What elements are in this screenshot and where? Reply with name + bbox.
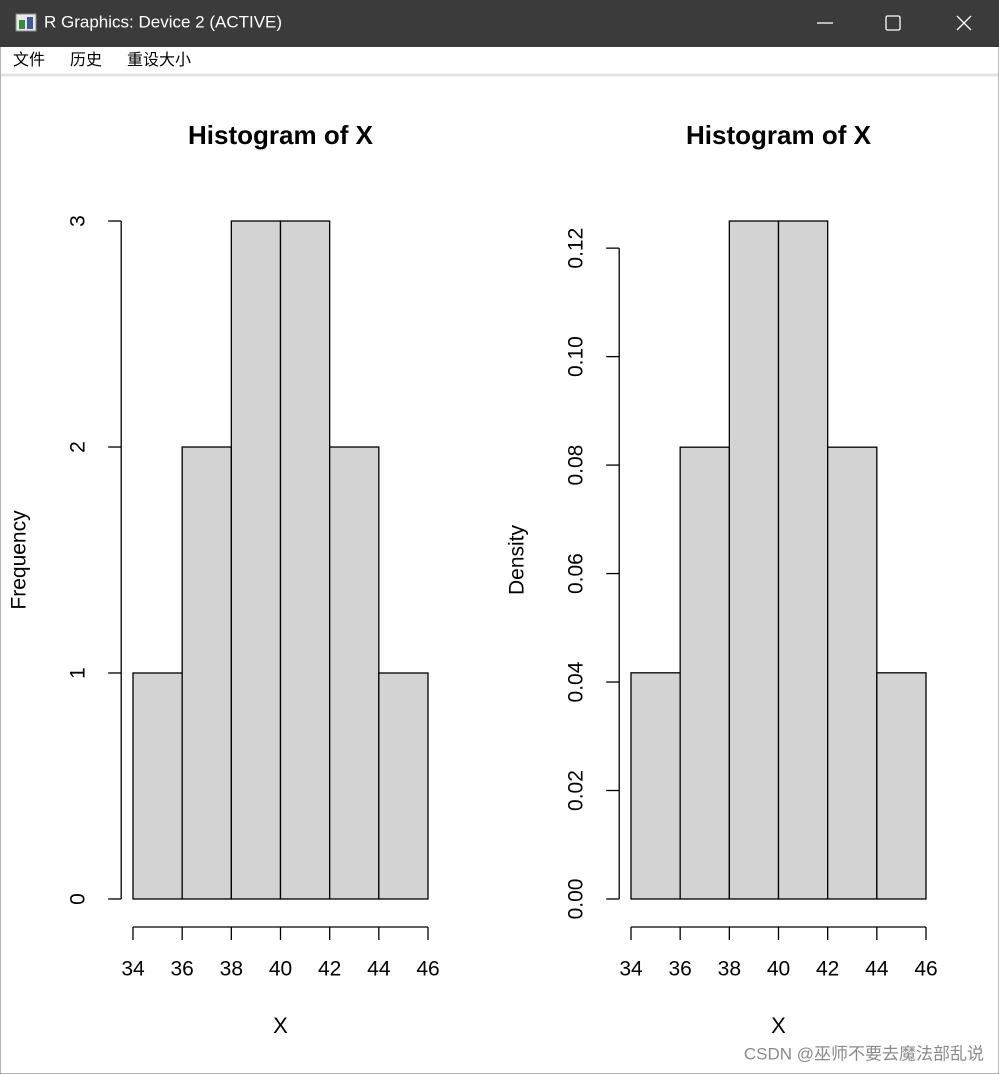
menu-item[interactable]: 历史 (70, 51, 102, 69)
chart-title: Histogram of X (686, 120, 872, 150)
histogram-bar (679, 446, 730, 900)
menu-item[interactable]: 重设大小 (127, 51, 191, 69)
histogram-bar (876, 672, 927, 900)
x-tick-label: 36 (170, 958, 193, 981)
y-tick-label: 0.02 (565, 770, 588, 811)
x-tick-label: 40 (269, 958, 292, 981)
x-tick-label: 36 (668, 958, 691, 981)
x-axis-label: X (273, 1013, 288, 1038)
app-icon-bar (27, 17, 33, 29)
x-tick-label: 40 (767, 958, 790, 981)
histogram-bar (132, 672, 183, 900)
histogram-bar (230, 220, 282, 900)
histogram-bar (279, 220, 331, 900)
y-tick-label: 0.10 (565, 336, 588, 377)
chart-title: Histogram of X (188, 120, 374, 150)
y-tick-label: 0.06 (565, 553, 588, 594)
histogram-bar (827, 446, 878, 900)
x-tick-label: 34 (619, 958, 643, 981)
maximize-button[interactable] (885, 15, 901, 31)
menu-bar (1, 47, 998, 74)
y-tick-label: 0.08 (565, 445, 588, 486)
x-tick-label: 44 (865, 958, 889, 981)
histogram-bar (777, 220, 829, 900)
y-tick-label: 0.04 (565, 661, 588, 702)
menu-item[interactable]: 文件 (13, 51, 45, 69)
y-axis-label: Density (506, 524, 529, 595)
y-tick-label: 1 (67, 667, 90, 679)
histogram-bar (329, 446, 380, 900)
close-button[interactable] (956, 15, 972, 31)
y-tick-label: 2 (67, 441, 90, 453)
x-tick-label: 42 (816, 958, 839, 981)
x-tick-label: 34 (121, 958, 145, 981)
y-tick-label: 0.00 (565, 879, 588, 920)
x-axis-label: X (771, 1013, 786, 1038)
y-tick-label: 0.12 (565, 228, 588, 269)
x-tick-label: 42 (318, 958, 341, 981)
watermark: CSDN @巫师不要去魔法部乱说 (744, 1044, 984, 1063)
x-tick-label: 38 (718, 958, 741, 981)
y-axis-label: Frequency (8, 510, 31, 610)
histogram-bar (728, 220, 780, 900)
x-tick-label: 38 (220, 958, 243, 981)
x-tick-label: 44 (367, 958, 391, 981)
x-tick-label: 46 (914, 958, 937, 981)
y-tick-label: 0 (67, 893, 90, 905)
app-icon-bar (19, 20, 25, 29)
window-title: R Graphics: Device 2 (ACTIVE) (44, 12, 282, 31)
x-tick-label: 46 (416, 958, 439, 981)
y-tick-label: 3 (67, 215, 90, 227)
histogram-bar (181, 446, 232, 900)
histogram-bar (378, 672, 429, 900)
histogram-bar (630, 672, 681, 900)
